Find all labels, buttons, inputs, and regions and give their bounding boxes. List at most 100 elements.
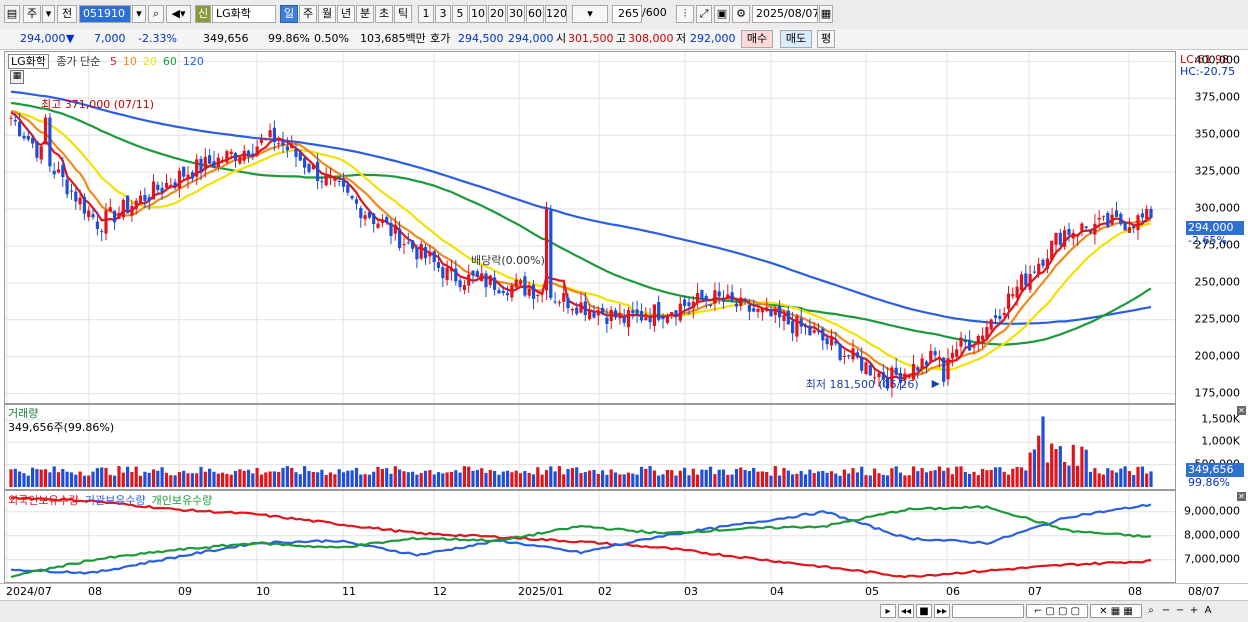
candle-body (955, 349, 959, 358)
period-button-3[interactable]: 년 (337, 5, 355, 23)
volume-bar (35, 469, 39, 487)
volume-bar (441, 473, 445, 487)
drawing-tools-icon[interactable]: ✕ ▦ ▦ (1090, 604, 1142, 618)
scroll-slider[interactable] (952, 604, 1024, 618)
candle-body (22, 135, 26, 139)
font-size-icon[interactable]: A (1204, 605, 1212, 616)
candle-body (626, 310, 631, 328)
interval-button-10[interactable]: 10 (469, 5, 487, 23)
candle-body (639, 311, 644, 321)
interval-button-20[interactable]: 20 (488, 5, 506, 23)
zoom-line-icon[interactable]: − (1175, 605, 1185, 616)
code-dropdown-icon[interactable]: ▾ (132, 5, 146, 23)
chart-tools-icon[interactable]: ⌐ ▢ ▢ ▢ (1026, 604, 1088, 618)
volume-bar (816, 471, 821, 487)
buy-button[interactable]: 매수 (741, 30, 773, 48)
volume-axis-tick: 1,000K (1201, 434, 1240, 448)
volume-bar (605, 474, 609, 487)
grid-settings-icon[interactable]: ▦ (10, 70, 24, 84)
rewind-icon[interactable]: ◂◂ (898, 604, 914, 618)
volume-bar (95, 468, 99, 487)
save-icon[interactable]: ▣ (714, 5, 730, 23)
candle-body (104, 210, 108, 234)
candle-body (1149, 209, 1153, 218)
volume-bar (583, 472, 587, 487)
volume-bar (74, 474, 78, 487)
candle-body (95, 221, 99, 229)
volume-bar (1110, 470, 1114, 487)
volume-bar (1140, 466, 1144, 487)
ma-line-20 (10, 110, 1152, 372)
volume-bar (518, 473, 523, 487)
stop-icon[interactable]: ■ (916, 604, 932, 618)
interval-button-1[interactable]: 1 (418, 5, 434, 23)
avg-button[interactable]: 평 (817, 30, 835, 48)
volume-bar (903, 475, 907, 487)
interval-button-5[interactable]: 5 (452, 5, 468, 23)
type-dropdown-icon[interactable]: ▾ (42, 5, 55, 23)
volume-close-icon[interactable]: ✕ (1237, 406, 1246, 415)
volume-bar (661, 474, 665, 487)
candle-settings-icon[interactable]: ⫶ (676, 5, 694, 23)
stock-name-field[interactable]: LG화학 (212, 5, 276, 23)
zoom-in-icon[interactable]: + (1189, 605, 1199, 616)
candle-body (359, 208, 363, 219)
candle-body (1106, 213, 1110, 227)
type-selector[interactable]: 주 (23, 5, 41, 23)
chart-type-icon[interactable]: ▤ (4, 5, 20, 23)
candle-body (782, 314, 786, 321)
gear-icon[interactable]: ⚙ (732, 5, 750, 23)
period-button-5[interactable]: 초 (375, 5, 393, 23)
zoom-icon[interactable]: ⌕ (1148, 605, 1154, 616)
interval-button-60[interactable]: 60 (526, 5, 544, 23)
scroll-right-icon[interactable]: ▸ (880, 604, 896, 618)
interval-button-120[interactable]: 120 (545, 5, 567, 23)
candle-body (670, 312, 674, 316)
volume-bar (976, 475, 980, 487)
custom-interval-select[interactable]: ▾ (572, 5, 608, 23)
sell-button[interactable]: 매도 (780, 30, 812, 48)
holdings-close-icon[interactable]: ✕ (1237, 492, 1246, 501)
candle-body (285, 146, 289, 151)
candle-body (972, 346, 976, 348)
candle-body (316, 161, 320, 181)
period-button-0[interactable]: 일 (280, 5, 298, 23)
date-input[interactable]: 2025/08/07 (752, 5, 818, 23)
candle-body (1011, 294, 1015, 297)
zoom-out-icon[interactable]: − (1161, 605, 1171, 616)
price-axis-tick: 225,000 (1194, 312, 1241, 326)
stock-code-input[interactable]: 051910 (79, 5, 131, 23)
period-button-6[interactable]: 틱 (394, 5, 412, 23)
candle-body (1015, 286, 1019, 298)
interval-button-30[interactable]: 30 (507, 5, 525, 23)
mode-selector[interactable]: 전 (57, 5, 77, 23)
candle-body (1071, 232, 1075, 239)
volume-bar (708, 466, 713, 487)
candle-body (441, 267, 445, 279)
period-button-1[interactable]: 주 (299, 5, 317, 23)
candle-body (575, 307, 579, 314)
forward-icon[interactable]: ▸▸ (934, 604, 950, 618)
draw-tool-icon[interactable]: ⤢ (696, 5, 712, 23)
interval-button-3[interactable]: 3 (435, 5, 451, 23)
candle-body (635, 309, 639, 314)
volume-bar (851, 468, 855, 487)
candle-body (43, 117, 48, 145)
candle-body (389, 222, 393, 236)
price-axis: LC:61.98 HC:-20.75 400,000 375,000 350,000… (1178, 51, 1248, 404)
candle-body (26, 136, 30, 140)
volume-bar (199, 466, 203, 487)
volume-bar (298, 474, 302, 487)
sound-icon[interactable]: ◀▾ (166, 5, 191, 23)
period-button-2[interactable]: 월 (318, 5, 336, 23)
search-icon[interactable]: ⌕ (148, 5, 164, 23)
candle-body (734, 303, 739, 307)
calendar-icon[interactable]: ▦ (819, 5, 833, 23)
candle-body (1019, 274, 1024, 291)
candle-body (1076, 234, 1080, 237)
candle-body (1084, 226, 1088, 228)
candle-body (791, 321, 795, 334)
period-button-4[interactable]: 분 (356, 5, 374, 23)
candle-body (48, 117, 52, 167)
data-count-input[interactable]: 265 (612, 5, 642, 23)
